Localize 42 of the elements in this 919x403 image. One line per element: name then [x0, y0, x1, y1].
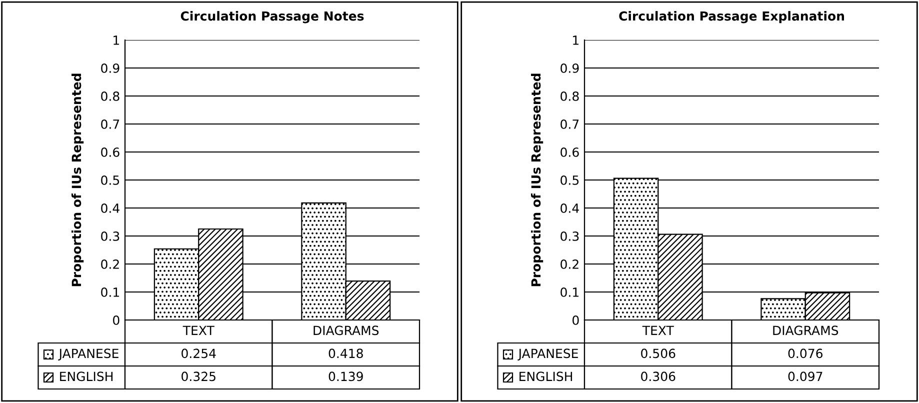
y-tick-label: 0.6 — [560, 147, 579, 157]
y-tick-label: 1 — [573, 36, 578, 45]
legend-label: JAPANESE — [518, 348, 578, 360]
y-tick-label: 0.9 — [101, 63, 120, 73]
y-tick-label: 1 — [114, 36, 119, 45]
data-label: 0.418 — [328, 348, 363, 358]
y-tick-label: 0.8 — [560, 91, 579, 101]
category-label: DIAGRAMS — [773, 326, 838, 336]
y-tick-label: 0.7 — [560, 119, 579, 129]
y-tick-label: 0.7 — [101, 119, 120, 129]
y-axis-title: Proportion of IUs Represented — [530, 74, 544, 286]
legend-label: ENGLISH — [60, 372, 113, 382]
y-tick-label: 0.4 — [101, 203, 120, 213]
data-label: 0.097 — [788, 372, 822, 382]
chart-title: Circulation Passage Explanation — [619, 11, 844, 24]
category-label: TEXT — [182, 326, 214, 335]
data-label: 0.325 — [182, 372, 216, 382]
y-tick-label: 0.3 — [101, 231, 120, 241]
data-label: 0.506 — [641, 348, 676, 358]
data-label: 0.254 — [182, 348, 216, 358]
y-tick-label: 0.1 — [560, 287, 578, 297]
y-tick-label: 0.6 — [101, 147, 120, 157]
y-tick-label: 0.4 — [560, 203, 579, 213]
y-tick-label: 0.3 — [560, 231, 579, 241]
data-label: 0.306 — [641, 372, 676, 382]
y-tick-label: 0.8 — [101, 91, 120, 101]
data-label: 0.139 — [328, 372, 363, 382]
chart-title: Circulation Passage Notes — [180, 11, 364, 24]
y-tick-label: 0.2 — [101, 259, 119, 269]
legend-label: JAPANESE — [58, 348, 118, 360]
y-tick-label: 0.9 — [560, 63, 579, 73]
y-axis-title: Proportion of IUs Represented — [71, 74, 84, 286]
y-tick-label: 0.1 — [101, 287, 119, 297]
data-label: 0.076 — [788, 348, 822, 358]
category-label: TEXT — [642, 326, 674, 335]
y-tick-label: 0.5 — [560, 175, 579, 185]
y-tick-label: 0.2 — [560, 259, 578, 269]
category-label: DIAGRAMS — [314, 326, 379, 336]
y-tick-label: 0 — [572, 315, 579, 325]
y-tick-label: 0 — [113, 315, 120, 325]
y-tick-label: 0.5 — [101, 175, 120, 185]
legend-label: ENGLISH — [520, 372, 572, 382]
